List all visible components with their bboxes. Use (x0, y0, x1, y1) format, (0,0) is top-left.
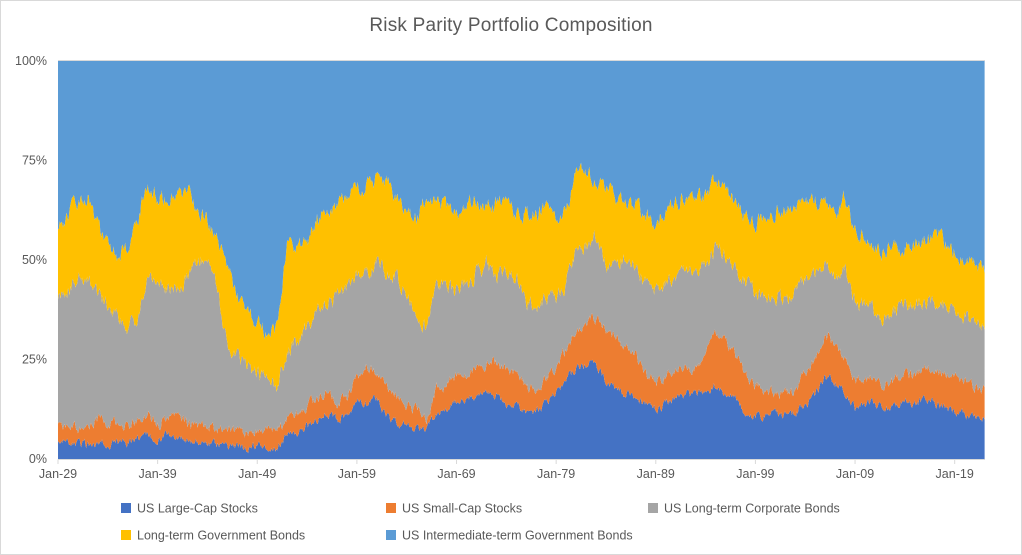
y-tick-label: 0% (29, 452, 47, 466)
legend-label: US Large-Cap Stocks (137, 502, 258, 516)
x-tick-label: Jan-29 (39, 467, 77, 481)
legend-swatch-us-large-cap-stocks (121, 503, 131, 513)
plot-areas (58, 61, 985, 459)
x-tick-label: Jan-09 (836, 467, 874, 481)
chart-title: Risk Parity Portfolio Composition (369, 15, 653, 36)
y-tick-label: 100% (15, 54, 47, 68)
x-tick-label: Jan-99 (736, 467, 774, 481)
legend-label: US Intermediate-term Government Bonds (402, 529, 633, 543)
y-tick-label: 75% (22, 154, 47, 168)
legend-item-us-intermediate-term-government-bonds: US Intermediate-term Government Bonds (386, 529, 633, 543)
x-tick-label: Jan-39 (139, 467, 177, 481)
y-tick-label: 25% (22, 353, 47, 367)
y-tick-label: 50% (22, 253, 47, 267)
y-axis-labels: 0% 25% 50% 75% 100% (15, 54, 47, 466)
axes (57, 60, 985, 464)
x-tick-label: Jan-69 (437, 467, 475, 481)
legend-item-us-large-cap-stocks: US Large-Cap Stocks (121, 502, 258, 516)
area-us-large-cap-stocks (58, 359, 985, 459)
legend-item-us-long-term-corporate-bonds: US Long-term Corporate Bonds (648, 502, 840, 516)
x-tick-label: Jan-59 (338, 467, 376, 481)
x-tick-label: Jan-49 (238, 467, 276, 481)
legend-swatch-us-intermediate-term-government-bonds (386, 530, 396, 540)
area-us-intermediate-term-government-bonds (58, 61, 985, 340)
x-tick-label: Jan-19 (936, 467, 974, 481)
x-tick-label: Jan-89 (637, 467, 675, 481)
legend-label: US Long-term Corporate Bonds (664, 502, 840, 516)
area-long-term-government-bonds (58, 162, 985, 392)
x-axis-labels: Jan-29 Jan-39 Jan-49 Jan-59 Jan-69 Jan-79 Jan-… (39, 467, 974, 481)
legend-item-us-small-cap-stocks: US Small-Cap Stocks (386, 502, 522, 516)
legend-label: Long-term Government Bonds (137, 529, 305, 543)
legend-item-long-term-government-bonds: Long-term Government Bonds (121, 529, 305, 543)
legend-swatch-long-term-government-bonds (121, 530, 131, 540)
chart-legend: US Large-Cap Stocks US Small-Cap Stocks US… (121, 502, 840, 543)
x-tick-label: Jan-79 (537, 467, 575, 481)
area-us-small-cap-stocks (58, 313, 985, 454)
legend-swatch-us-long-term-corporate-bonds (648, 503, 658, 513)
area-us-long-term-corporate-bonds (58, 230, 985, 438)
legend-swatch-us-small-cap-stocks (386, 503, 396, 513)
legend-label: US Small-Cap Stocks (402, 502, 522, 516)
